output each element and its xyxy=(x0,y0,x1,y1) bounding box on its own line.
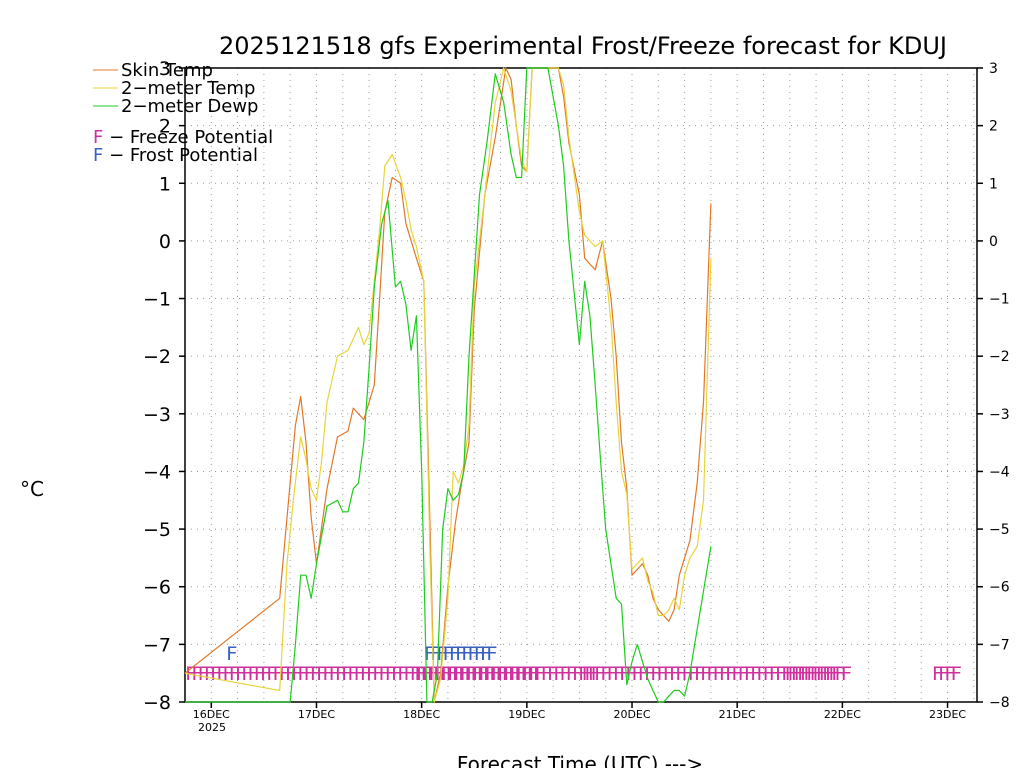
x-axis: 16DEC 17DEC 18DEC 19DEC 20DEC 21DEC 22DEC 23DEC xyxy=(193,702,966,721)
y-tick-label-left: −5 xyxy=(143,519,171,541)
y-tick-label-right: 0 xyxy=(989,234,998,250)
y-tick-label-right: 1 xyxy=(989,176,998,192)
y-tick-label-left: −1 xyxy=(143,289,171,311)
y-axis-right: 3 2 1 0 −1 −2 −3 −4 −5 −6 −7 −8 xyxy=(977,61,1010,711)
potential-flags: FFFFFFFFFFFFFFFFFFFFFFFFFFFFFFFFFFFFFFFF… xyxy=(185,643,967,685)
x-tick-label: 21DEC xyxy=(719,708,756,721)
legend: Skin Temp 2−meter Temp 2−meter Dewp F − … xyxy=(93,60,273,166)
frost-potential-flags: FFFFFFFFFFF xyxy=(424,643,497,665)
legend-flag-letter: F xyxy=(93,127,103,148)
legend-flag-text: − Frost Potential xyxy=(103,145,258,166)
legend-skin-temp: Skin Temp xyxy=(121,60,213,81)
y-tick-label-left: 2 xyxy=(159,116,171,138)
y-tick-label-left: −3 xyxy=(143,404,171,426)
series-2m-temp xyxy=(184,67,712,703)
y-tick-label-left: −6 xyxy=(143,577,171,599)
y-tick-label-left: 0 xyxy=(159,231,171,253)
x-tick-label: 22DEC xyxy=(824,708,861,721)
y-tick-label-right: −5 xyxy=(989,522,1010,538)
y-tick-label-right: 3 xyxy=(989,61,998,77)
y-tick-label-left: −7 xyxy=(143,634,171,656)
plot-frame xyxy=(184,67,978,703)
x-tick-label: 16DEC xyxy=(193,708,230,721)
legend-frost-potential: F − Frost Potential xyxy=(93,145,258,166)
freeze-potential-flags: FFFFFFFFFFFFFFFFFFFF xyxy=(414,663,544,685)
x-tick-label: 19DEC xyxy=(508,708,545,721)
y-tick-label-right: −7 xyxy=(989,637,1010,653)
legend-2m-temp: 2−meter Temp xyxy=(121,78,255,99)
y-tick-label-right: −4 xyxy=(989,464,1010,480)
x-axis-year-label: 2025 xyxy=(198,721,226,734)
y-tick-label-left: 3 xyxy=(159,58,171,80)
x-tick-label: 18DEC xyxy=(403,708,440,721)
y-tick-label-right: −2 xyxy=(989,349,1010,365)
freeze-potential-flags: FFFFFFFFFF xyxy=(785,663,852,685)
x-tick-label: 17DEC xyxy=(298,708,335,721)
frost-potential-flags: F xyxy=(226,643,237,665)
series-skin-temp xyxy=(184,67,712,703)
legend-flag-text: − Freeze Potential xyxy=(103,127,273,148)
chart-title: 2025121518 gfs Experimental Frost/Freeze… xyxy=(219,32,947,60)
y-tick-label-right: −1 xyxy=(989,292,1010,308)
x-tick-label: 20DEC xyxy=(613,708,650,721)
y-axis-label: °C xyxy=(20,477,44,501)
grid xyxy=(185,68,977,702)
series-2m-dewp xyxy=(185,67,712,703)
y-tick-label-left: −4 xyxy=(143,461,171,483)
y-tick-label-left: −2 xyxy=(143,346,171,368)
legend-flag-letter: F xyxy=(93,145,103,166)
y-tick-label-right: −8 xyxy=(989,695,1010,711)
y-tick-label-right: 2 xyxy=(989,119,998,135)
series-layer xyxy=(184,67,712,703)
y-tick-label-right: −3 xyxy=(989,407,1010,423)
freeze-potential-flags: FFFFFFFFFFFFFFFFFFFFFFFFFFFFFFFFFFFFFFFF… xyxy=(185,663,602,685)
legend-freeze-potential: F − Freeze Potential xyxy=(93,127,273,148)
x-tick-label: 23DEC xyxy=(929,708,966,721)
y-tick-label-left: −8 xyxy=(143,692,171,714)
y-axis-left: 3 2 1 0 −1 −2 −3 −4 −5 −6 −7 −8 xyxy=(143,58,185,714)
y-tick-label-right: −6 xyxy=(989,580,1010,596)
x-axis-label: Forecast Time (UTC) ---> xyxy=(457,752,703,768)
freeze-potential-flags: FFFF xyxy=(932,663,962,685)
y-tick-label-left: 1 xyxy=(159,173,171,195)
legend-2m-dewp: 2−meter Dewp xyxy=(121,96,258,117)
